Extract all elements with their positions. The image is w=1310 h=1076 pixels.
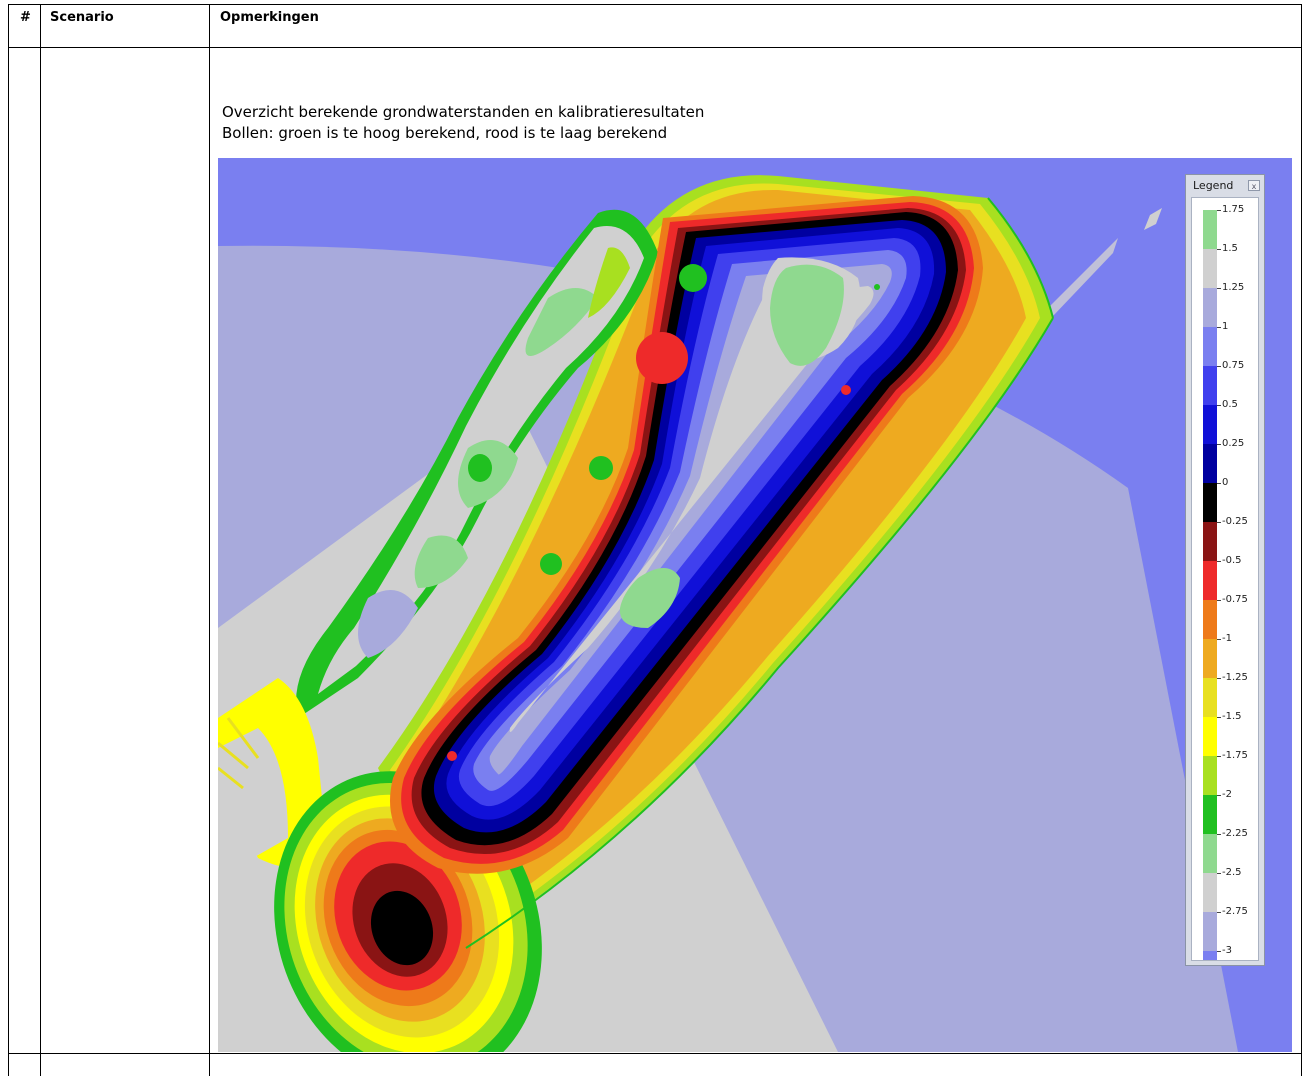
- legend-tick: [1217, 795, 1221, 796]
- table-header-divider: [8, 47, 1302, 48]
- header-number: #: [20, 10, 31, 25]
- legend-tick: [1217, 210, 1221, 211]
- legend-label: -2.75: [1222, 906, 1248, 917]
- legend-tick: [1217, 366, 1221, 367]
- legend-tick: [1217, 600, 1221, 601]
- legend-tick: [1217, 873, 1221, 874]
- legend-tick: [1217, 249, 1221, 250]
- legend-tick: [1217, 912, 1221, 913]
- calibration-point-red: [636, 332, 688, 384]
- legend-tick: [1217, 327, 1221, 328]
- legend-tick: [1217, 561, 1221, 562]
- legend-label: -1.75: [1222, 750, 1248, 761]
- legend-swatch: [1203, 912, 1217, 951]
- legend-label: -2: [1222, 789, 1232, 800]
- legend-swatch: [1203, 951, 1217, 960]
- document-table: # Scenario Opmerkingen: [8, 4, 1302, 1076]
- contour-map-svg: [218, 158, 1292, 1052]
- legend-swatch: [1203, 717, 1217, 756]
- legend-label: -1: [1222, 633, 1232, 644]
- legend-tick: [1217, 951, 1221, 952]
- legend-label: -0.75: [1222, 594, 1248, 605]
- legend-label: 0.5: [1222, 399, 1238, 410]
- legend-tick: [1217, 405, 1221, 406]
- legend-label: 0.25: [1222, 438, 1245, 449]
- legend-swatch: [1203, 210, 1217, 249]
- legend-swatch: [1203, 366, 1217, 405]
- coast-line: [465, 317, 1054, 949]
- legend-tick: [1217, 717, 1221, 718]
- legend-body: 1.75 1.5 1.25 1 0.75 0.5 0.25 0 -0.25 -0.5 -0.75 -1…: [1191, 197, 1259, 961]
- legend-swatch: [1203, 600, 1217, 639]
- table-column-divider: [40, 4, 41, 1076]
- map-stripe: [1048, 238, 1118, 316]
- map-stripe: [1144, 208, 1162, 230]
- legend-swatch: [1203, 249, 1217, 288]
- legend-label: 1: [1222, 321, 1229, 332]
- legend-tick: [1217, 483, 1221, 484]
- legend-tick: [1217, 639, 1221, 640]
- legend-tick: [1217, 522, 1221, 523]
- legend-close-button[interactable]: x: [1248, 180, 1260, 191]
- legend-label: -2.5: [1222, 867, 1242, 878]
- legend-color-bar: [1203, 210, 1217, 960]
- table-border-top: [8, 4, 1302, 5]
- legend-title: Legend: [1193, 179, 1234, 192]
- table-border-left: [8, 4, 9, 1076]
- western-dune-zone: [218, 209, 658, 878]
- legend-swatch: [1203, 678, 1217, 717]
- legend-panel: Legend x 1.75 1.5 1.25 1 0.75 0.5 0.25 0 -0.25 -0…: [1185, 174, 1265, 966]
- groundwater-map: Legend x 1.75 1.5 1.25 1 0.75 0.5 0.25 0 -0.25 -0…: [218, 158, 1292, 1052]
- calibration-point-red: [841, 385, 851, 395]
- legend-label: -1.5: [1222, 711, 1242, 722]
- legend-tick: [1217, 678, 1221, 679]
- figure-caption: Overzicht berekende grondwaterstanden en…: [222, 102, 704, 144]
- coast-line: [987, 197, 1054, 319]
- legend-tick: [1217, 834, 1221, 835]
- legend-label: 1.5: [1222, 243, 1238, 254]
- legend-swatch: [1203, 639, 1217, 678]
- calibration-point-green: [589, 456, 613, 480]
- legend-swatch: [1203, 288, 1217, 327]
- caption-line-1: Overzicht berekende grondwaterstanden en…: [222, 103, 705, 121]
- legend-label: -3: [1222, 945, 1232, 956]
- table-border-right: [1301, 4, 1302, 1076]
- main-polder: [390, 196, 983, 874]
- legend-label: 0.75: [1222, 360, 1245, 371]
- legend-swatch: [1203, 444, 1217, 483]
- calibration-point-red: [447, 751, 457, 761]
- legend-tick: [1217, 288, 1221, 289]
- table-column-divider: [209, 4, 210, 1076]
- legend-label: -0.5: [1222, 555, 1242, 566]
- legend-swatch: [1203, 834, 1217, 873]
- legend-swatch: [1203, 405, 1217, 444]
- calibration-points: [447, 264, 880, 761]
- legend-tick: [1217, 444, 1221, 445]
- table-row-divider: [8, 1053, 1302, 1054]
- legend-tick: [1217, 756, 1221, 757]
- calibration-point-green: [679, 264, 707, 292]
- legend-label: 1.25: [1222, 282, 1245, 293]
- legend-label: -0.25: [1222, 516, 1248, 527]
- legend-label: -2.25: [1222, 828, 1248, 839]
- calibration-point-green: [874, 284, 880, 290]
- legend-swatch: [1203, 483, 1217, 522]
- legend-swatch: [1203, 756, 1217, 795]
- legend-swatch: [1203, 327, 1217, 366]
- legend-swatch: [1203, 561, 1217, 600]
- legend-label: -1.25: [1222, 672, 1248, 683]
- header-opmerkingen: Opmerkingen: [220, 10, 319, 25]
- legend-label: 0: [1222, 477, 1229, 488]
- calibration-point-green: [540, 553, 562, 575]
- header-scenario: Scenario: [50, 10, 114, 25]
- legend-swatch: [1203, 795, 1217, 834]
- legend-label: 1.75: [1222, 204, 1245, 215]
- caption-line-2: Bollen: groen is te hoog berekend, rood …: [222, 124, 668, 142]
- legend-swatch: [1203, 522, 1217, 561]
- legend-swatch: [1203, 873, 1217, 912]
